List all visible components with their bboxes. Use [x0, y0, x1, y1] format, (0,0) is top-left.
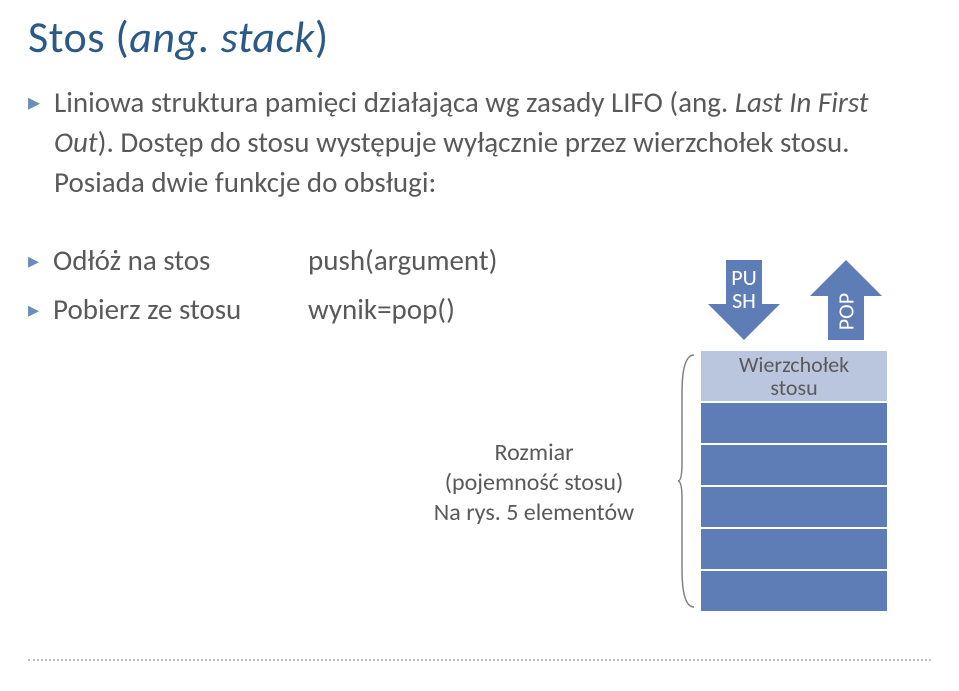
sub2-func-text: wynik=pop() — [308, 285, 455, 334]
top-label-2: stosu — [701, 376, 887, 399]
main-text-a: Liniowa struktura pamięci działająca wg … — [54, 84, 735, 120]
size-label-1: Rozmiar — [394, 438, 674, 468]
main-text-b: ). Dostęp do stosu występuje wyłącznie p… — [54, 124, 850, 200]
size-label: Rozmiar (pojemność stosu) Na rys. 5 elem… — [394, 438, 674, 528]
main-bullet-text: Liniowa struktura pamięci działająca wg … — [54, 82, 931, 202]
title-paren-open: ( — [105, 10, 129, 64]
sub2-label: Pobierz ze stosu — [53, 285, 241, 334]
stack-cell — [700, 402, 888, 444]
title-main: Stos — [28, 10, 105, 64]
sub1-label: Odłóż na stos — [53, 236, 210, 285]
sub1-func: push(argument) — [308, 236, 568, 285]
main-bullet: ▸ Liniowa struktura pamięci działająca w… — [28, 82, 931, 202]
size-bracket-icon — [678, 353, 696, 609]
stack-cell — [700, 528, 888, 570]
bullet-arrow-icon: ▸ — [28, 242, 39, 279]
stack-top-cell: Wierzchołek stosu — [700, 350, 888, 402]
pop-arrow-icon: POP — [810, 260, 882, 340]
size-label-3: Na rys. 5 elementów — [394, 498, 674, 528]
stack-cell — [700, 444, 888, 486]
stack-cell — [700, 486, 888, 528]
top-label-1: Wierzchołek — [701, 353, 887, 376]
sub-bullet-1: ▸ Odłóż na stos — [28, 236, 308, 285]
title-italic: ang. stack — [129, 10, 315, 64]
pop-label: POP — [834, 292, 857, 332]
push-label: PU SH — [708, 266, 780, 312]
stack-cell — [700, 570, 888, 612]
sub-bullet-2: ▸ Pobierz ze stosu — [28, 285, 308, 334]
bullet-arrow-icon: ▸ — [28, 86, 40, 202]
bullet-arrow-icon: ▸ — [28, 291, 39, 328]
push-arrow-icon: PU SH — [708, 260, 780, 340]
push-label-1: PU — [708, 266, 780, 289]
push-label-2: SH — [708, 289, 780, 312]
size-label-2: (pojemność stosu) — [394, 468, 674, 498]
sub1-func-text: push(argument) — [308, 236, 497, 285]
stack-cells: Wierzchołek stosu — [700, 350, 888, 612]
stack-diagram: PU SH POP Wierzchołek stosu — [580, 260, 940, 680]
title-paren-close: ) — [315, 10, 329, 64]
footer-divider — [28, 659, 931, 661]
slide-title: Stos (ang. stack) — [28, 10, 931, 64]
sub2-func: wynik=pop() — [308, 285, 568, 334]
